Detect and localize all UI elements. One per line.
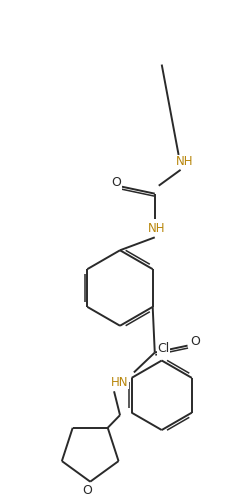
Text: O: O	[111, 176, 121, 189]
Text: HN: HN	[111, 376, 129, 389]
Text: Cl: Cl	[158, 342, 170, 355]
Text: O: O	[190, 335, 200, 348]
Text: O: O	[82, 484, 92, 497]
Text: NH: NH	[148, 222, 166, 235]
Text: NH: NH	[176, 155, 193, 168]
